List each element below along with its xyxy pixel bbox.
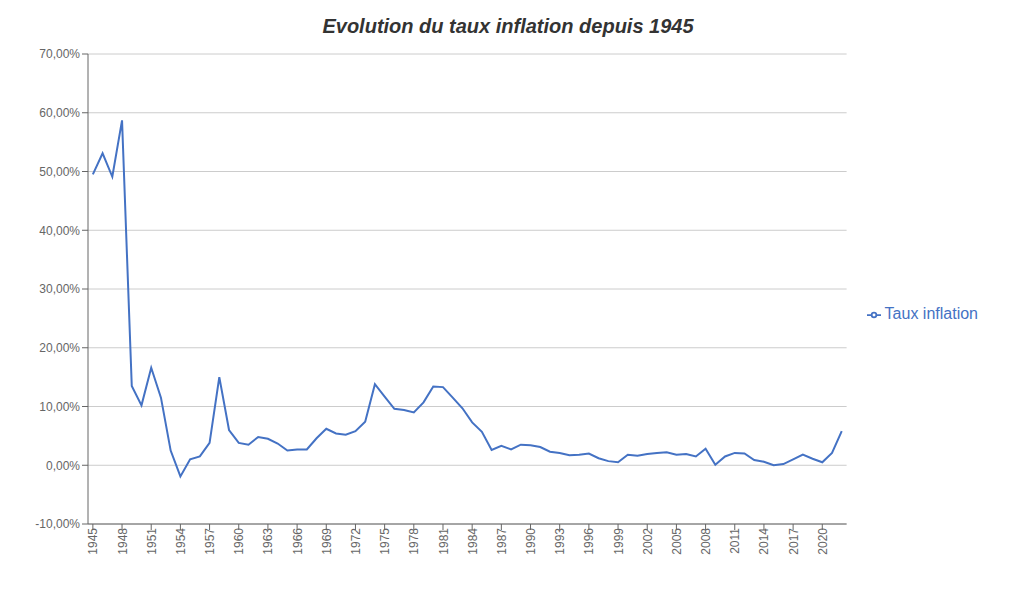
svg-text:1957: 1957 (203, 528, 217, 555)
svg-text:60,00%: 60,00% (39, 106, 80, 120)
svg-text:2017: 2017 (787, 528, 801, 555)
svg-text:20,00%: 20,00% (39, 341, 80, 355)
svg-text:1954: 1954 (174, 528, 188, 555)
svg-text:1951: 1951 (145, 528, 159, 555)
svg-text:1972: 1972 (349, 528, 363, 555)
svg-text:1990: 1990 (524, 528, 538, 555)
svg-text:1978: 1978 (407, 528, 421, 555)
svg-text:10,00%: 10,00% (39, 400, 80, 414)
html-text:Taux inflation: Taux inflation (884, 305, 978, 322)
svg-text:1969: 1969 (320, 528, 334, 555)
svg-text:-10,00%: -10,00% (35, 517, 80, 531)
svg-text:2002: 2002 (641, 528, 655, 555)
svg-text:2005: 2005 (670, 528, 684, 555)
svg-text:2011: 2011 (728, 528, 742, 554)
svg-text:1960: 1960 (232, 528, 246, 555)
svg-text:0,00%: 0,00% (46, 459, 80, 473)
svg-text:2014: 2014 (757, 528, 771, 555)
svg-text:1945: 1945 (86, 528, 100, 555)
svg-text:1993: 1993 (553, 528, 567, 555)
svg-text:1996: 1996 (582, 528, 596, 555)
svg-text:70,00%: 70,00% (39, 47, 80, 61)
svg-text:1966: 1966 (291, 528, 305, 555)
svg-text:50,00%: 50,00% (39, 165, 80, 179)
svg-text:1981: 1981 (437, 528, 451, 555)
svg-text:1984: 1984 (466, 528, 480, 555)
svg-text:1975: 1975 (378, 528, 392, 555)
html-text:Evolution du taux inflation de: Evolution du taux inflation depuis 1945 (322, 15, 694, 37)
svg-text:1948: 1948 (116, 528, 130, 555)
svg-text:40,00%: 40,00% (39, 224, 80, 238)
svg-text:30,00%: 30,00% (39, 282, 80, 296)
svg-text:2020: 2020 (816, 528, 830, 555)
svg-text:2008: 2008 (699, 528, 713, 555)
svg-text:1987: 1987 (495, 528, 509, 555)
svg-text:1963: 1963 (261, 528, 275, 555)
svg-text:1999: 1999 (612, 528, 626, 555)
